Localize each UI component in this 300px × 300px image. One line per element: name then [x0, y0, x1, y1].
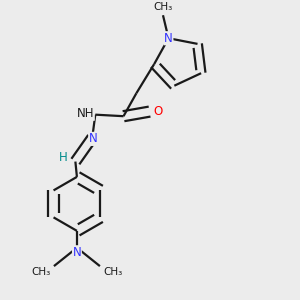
Text: NH: NH: [77, 107, 94, 120]
Text: N: N: [73, 246, 81, 259]
Text: N: N: [164, 32, 173, 45]
Text: CH₃: CH₃: [153, 2, 172, 12]
Text: CH₃: CH₃: [31, 267, 50, 277]
Text: H: H: [59, 152, 68, 164]
Text: O: O: [154, 105, 163, 118]
Text: CH₃: CH₃: [103, 267, 123, 277]
Text: N: N: [89, 132, 98, 146]
